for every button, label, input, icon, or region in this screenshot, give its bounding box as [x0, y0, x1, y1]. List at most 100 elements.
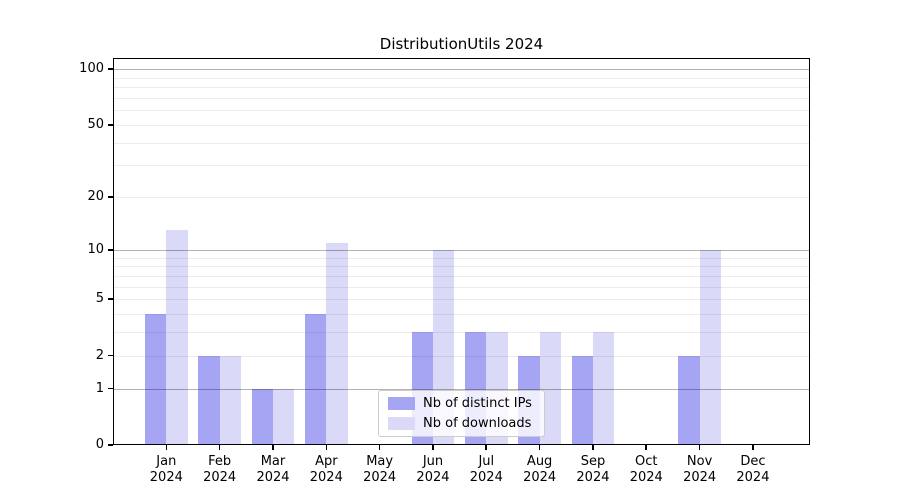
x-tick-oct — [645, 445, 648, 450]
y-tick-label-2: 2 — [95, 347, 104, 363]
bar-nb-of-downloads-apr — [326, 242, 348, 445]
gridline-major-1 — [113, 388, 810, 390]
x-tick-label-jun: Jun 2024 — [401, 454, 465, 485]
x-tick-month-nov: Nov — [686, 454, 713, 469]
bar-nb-of-downloads-jan — [166, 230, 188, 445]
x-tick-month-jun: Jun — [422, 454, 444, 469]
bar-nb-of-downloads-mar — [272, 388, 295, 445]
x-tick-year-jul: 2024 — [469, 469, 503, 485]
legend-item-downloads: Nb of downloads — [388, 416, 535, 431]
bar-nb-of-downloads-feb — [219, 355, 241, 445]
y-tick-1 — [108, 387, 113, 390]
x-tick-year-nov: 2024 — [683, 469, 717, 485]
legend-label-downloads: Nb of downloads — [423, 416, 532, 431]
legend: Nb of distinct IPs Nb of downloads — [378, 390, 545, 437]
legend-swatch-downloads — [388, 417, 415, 430]
y-tick-label-10: 10 — [87, 241, 104, 257]
bar-nb-of-distinct-ips-nov — [678, 355, 700, 445]
x-tick-sep — [592, 445, 594, 450]
y-tick-0 — [108, 444, 113, 446]
y-tick-100 — [108, 68, 113, 71]
x-tick-year-aug: 2024 — [523, 469, 557, 485]
legend-swatch-distinct-ips — [388, 397, 415, 410]
x-tick-label-jul: Jul 2024 — [454, 454, 518, 485]
x-tick-year-feb: 2024 — [203, 469, 237, 485]
x-tick-mar — [272, 445, 274, 450]
y-tick-5 — [108, 298, 113, 300]
gridline-minor-7 — [113, 275, 810, 277]
y-tick-label-5: 5 — [95, 291, 104, 307]
gridline-minor-40 — [113, 142, 810, 144]
bar-nb-of-distinct-ips-jan — [144, 313, 167, 445]
x-tick-label-mar: Mar 2024 — [241, 454, 305, 485]
x-tick-month-dec: Dec — [740, 454, 766, 469]
x-tick-year-jan: 2024 — [149, 469, 183, 485]
chart-title: DistributionUtils 2024 — [379, 35, 544, 53]
gridline-minor-80 — [113, 87, 810, 89]
bar-nb-of-downloads-sep — [592, 332, 615, 445]
x-tick-label-nov: Nov 2024 — [668, 454, 732, 485]
y-tick-label-50: 50 — [87, 116, 104, 132]
y-tick-label-100: 100 — [79, 61, 104, 77]
x-tick-label-apr: Apr 2024 — [294, 454, 358, 485]
gridline-minor-2 — [113, 355, 810, 357]
gridline-minor-30 — [113, 165, 810, 167]
bar-nb-of-distinct-ips-apr — [304, 313, 327, 445]
x-tick-dec — [752, 445, 754, 450]
x-tick-month-apr: Apr — [315, 454, 338, 469]
y-tick-20 — [108, 196, 113, 198]
x-tick-year-mar: 2024 — [256, 469, 290, 485]
x-tick-month-may: May — [366, 454, 394, 469]
x-tick-year-oct: 2024 — [629, 469, 663, 485]
x-tick-month-oct: Oct — [635, 454, 658, 469]
gridline-minor-8 — [113, 266, 810, 268]
x-tick-label-dec: Dec 2024 — [721, 454, 785, 485]
x-tick-aug — [538, 445, 541, 450]
bar-nb-of-distinct-ips-mar — [251, 388, 273, 445]
x-tick-jun — [432, 445, 434, 450]
x-tick-label-oct: Oct 2024 — [614, 454, 678, 485]
x-tick-nov — [698, 445, 701, 450]
legend-label-distinct-ips: Nb of distinct IPs — [423, 396, 532, 411]
gridline-minor-90 — [113, 77, 810, 79]
y-tick-2 — [108, 354, 113, 357]
x-tick-jul — [485, 445, 488, 450]
x-tick-year-apr: 2024 — [309, 469, 343, 485]
x-tick-label-may: May 2024 — [348, 454, 412, 485]
x-tick-month-sep: Sep — [580, 454, 606, 469]
x-tick-may — [378, 445, 381, 450]
y-tick-label-1: 1 — [95, 380, 104, 396]
bar-nb-of-distinct-ips-sep — [571, 355, 593, 445]
gridline-minor-4 — [113, 313, 810, 315]
gridline-minor-20 — [113, 197, 810, 199]
x-tick-month-feb: Feb — [208, 454, 232, 469]
x-tick-year-dec: 2024 — [736, 469, 770, 485]
x-tick-apr — [325, 445, 328, 450]
gridline-minor-70 — [113, 97, 810, 99]
gridline-major-10 — [113, 249, 810, 251]
gridline-minor-9 — [113, 257, 810, 259]
y-tick-50 — [108, 124, 113, 126]
gridline-minor-6 — [113, 286, 810, 288]
x-tick-label-feb: Feb 2024 — [188, 454, 252, 485]
y-tick-label-0: 0 — [95, 437, 104, 452]
x-tick-month-aug: Aug — [526, 454, 553, 469]
y-tick-label-20: 20 — [87, 189, 104, 205]
x-tick-year-sep: 2024 — [576, 469, 610, 485]
gridline-major-100 — [113, 69, 810, 71]
x-tick-year-jun: 2024 — [416, 469, 450, 485]
x-tick-month-jan: Jan — [156, 454, 177, 469]
x-tick-label-sep: Sep 2024 — [561, 454, 625, 485]
gridline-minor-60 — [113, 110, 810, 112]
gridline-minor-3 — [113, 332, 810, 334]
x-tick-month-mar: Mar — [260, 454, 286, 469]
x-tick-label-aug: Aug 2024 — [508, 454, 572, 485]
legend-item-distinct-ips: Nb of distinct IPs — [388, 396, 535, 411]
x-tick-feb — [218, 445, 221, 450]
x-tick-label-jan: Jan 2024 — [134, 454, 198, 485]
gridline-minor-50 — [113, 124, 810, 126]
bar-nb-of-distinct-ips-feb — [198, 355, 220, 445]
x-tick-month-jul: Jul — [478, 454, 495, 469]
y-tick-10 — [108, 248, 113, 251]
